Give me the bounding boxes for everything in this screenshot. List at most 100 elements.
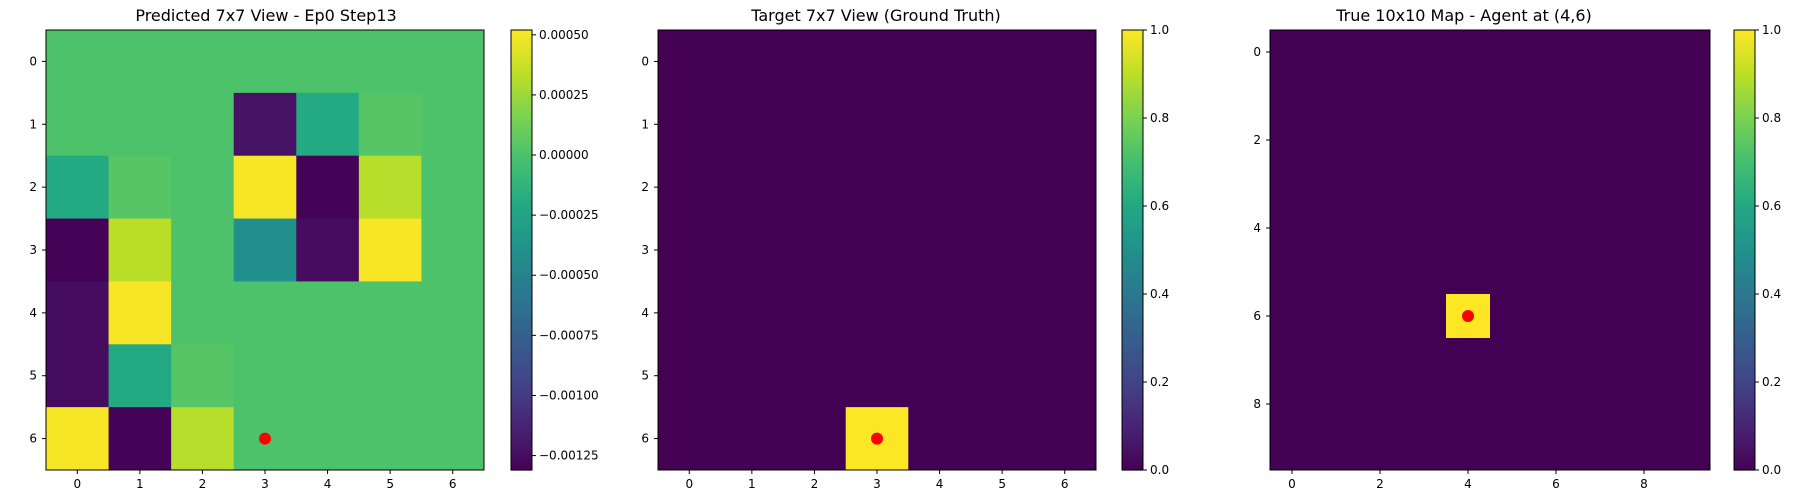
colorbar-segment — [1734, 206, 1755, 211]
colorbar-segment — [1122, 330, 1143, 335]
colorbar-segment — [1734, 438, 1755, 443]
heatmap-cell — [1314, 338, 1359, 383]
colorbar-segment — [1122, 250, 1143, 255]
heatmap-cell — [1578, 294, 1623, 339]
x-tick-label: 6 — [449, 477, 457, 491]
colorbar-segment — [1734, 90, 1755, 95]
colorbar-segment — [511, 122, 532, 127]
colorbar-segment — [511, 382, 532, 387]
x-tick-label: 6 — [1061, 477, 1069, 491]
heatmap-cell — [1534, 294, 1579, 339]
colorbar-segment — [511, 174, 532, 179]
colorbar-segment — [1122, 66, 1143, 71]
colorbar-segment — [1734, 182, 1755, 187]
colorbar-segment — [511, 58, 532, 63]
heatmap-cell — [783, 344, 847, 408]
true-map-colorbar: 1.0 0.8 0.6 0.4 0.2 0.0 — [1733, 23, 1781, 477]
heatmap-cell — [1578, 250, 1623, 295]
heatmap-cell — [658, 407, 721, 471]
colorbar-segment — [1122, 210, 1143, 215]
colorbar-segment — [511, 158, 532, 163]
colorbar-tick-label: 0.4 — [1762, 287, 1781, 301]
colorbar-segment — [1734, 70, 1755, 75]
heatmap-cell — [1402, 338, 1447, 383]
colorbar-segment — [511, 126, 532, 131]
y-tick-label: 3 — [641, 243, 649, 257]
colorbar-segment — [1734, 158, 1755, 163]
y-tick-label: 0 — [1253, 45, 1261, 59]
colorbar-segment — [1122, 410, 1143, 415]
heatmap-cell — [1358, 74, 1403, 119]
colorbar-tick-label: −0.00125 — [539, 449, 599, 463]
colorbar-segment — [1122, 54, 1143, 59]
heatmap-cell — [720, 281, 784, 345]
heatmap-cell — [908, 344, 972, 408]
colorbar-segment — [1734, 46, 1755, 51]
colorbar-segment — [1122, 242, 1143, 247]
colorbar-segment — [1734, 154, 1755, 159]
colorbar-segment — [511, 86, 532, 91]
colorbar-segment — [511, 362, 532, 367]
colorbar-segment — [1122, 310, 1143, 315]
heatmap-cell — [1402, 74, 1447, 119]
predicted-view-heatmap — [46, 30, 485, 471]
colorbar-segment — [1734, 78, 1755, 83]
colorbar-segment — [1734, 30, 1755, 35]
colorbar-segment — [1122, 170, 1143, 175]
colorbar-segment — [511, 418, 532, 423]
y-tick-label: 5 — [641, 369, 649, 383]
target-view-frame — [657, 29, 1097, 471]
heatmap-cell — [1402, 30, 1447, 75]
colorbar-segment — [1734, 374, 1755, 379]
colorbar-segment — [1734, 406, 1755, 411]
x-tick-label: 0 — [1288, 477, 1296, 491]
heatmap-cell — [1490, 118, 1535, 163]
colorbar-segment — [1122, 394, 1143, 399]
heatmap-cell — [358, 281, 422, 345]
colorbar-segment — [511, 30, 532, 35]
colorbar-tick-label: 1.0 — [1150, 23, 1169, 37]
heatmap-cell — [1578, 162, 1623, 207]
colorbar-segment — [1734, 242, 1755, 247]
colorbar-segment — [1122, 306, 1143, 311]
heatmap-cell — [1358, 250, 1403, 295]
heatmap-cell — [1446, 426, 1491, 471]
heatmap-cell — [658, 155, 721, 219]
heatmap-cell — [1578, 338, 1623, 383]
colorbar-segment — [1122, 354, 1143, 359]
y-tick-label: 6 — [29, 432, 37, 446]
colorbar-segment — [511, 374, 532, 379]
heatmap-cell — [358, 407, 422, 471]
heatmap-cell — [108, 92, 172, 157]
colorbar-segment — [1734, 134, 1755, 139]
colorbar-segment — [1122, 370, 1143, 375]
colorbar-segment — [511, 358, 532, 363]
heatmap-cell — [1446, 338, 1491, 383]
colorbar-segment — [1734, 366, 1755, 371]
true-map-frame — [1269, 29, 1711, 471]
colorbar-segment — [511, 114, 532, 119]
colorbar-segment — [511, 282, 532, 287]
colorbar-segment — [1122, 114, 1143, 119]
y-tick-label: 2 — [641, 180, 649, 194]
colorbar-segment — [511, 186, 532, 191]
colorbar-segment — [511, 70, 532, 75]
heatmap-cell — [108, 344, 172, 408]
colorbar-segment — [511, 426, 532, 431]
predicted-view-colorbar: 0.00050 0.00025 0.00000 −0.00025 −0.00050 −0.… — [510, 28, 599, 471]
heatmap-cell — [108, 155, 172, 219]
y-tick-label: 4 — [1253, 221, 1261, 235]
colorbar-segment — [1734, 126, 1755, 131]
heatmap-cell — [658, 92, 721, 157]
heatmap-cell — [358, 92, 422, 157]
colorbar-segment — [1734, 430, 1755, 435]
colorbar-segment — [1734, 178, 1755, 183]
heatmap-cell — [1446, 206, 1491, 251]
agent-marker-point — [259, 432, 271, 445]
heatmap-cell — [720, 344, 784, 408]
colorbar-segment — [1734, 222, 1755, 227]
colorbar-segment — [1734, 130, 1755, 135]
colorbar-segment — [1734, 194, 1755, 199]
heatmap-cell — [658, 30, 721, 94]
colorbar-segment — [1122, 318, 1143, 323]
